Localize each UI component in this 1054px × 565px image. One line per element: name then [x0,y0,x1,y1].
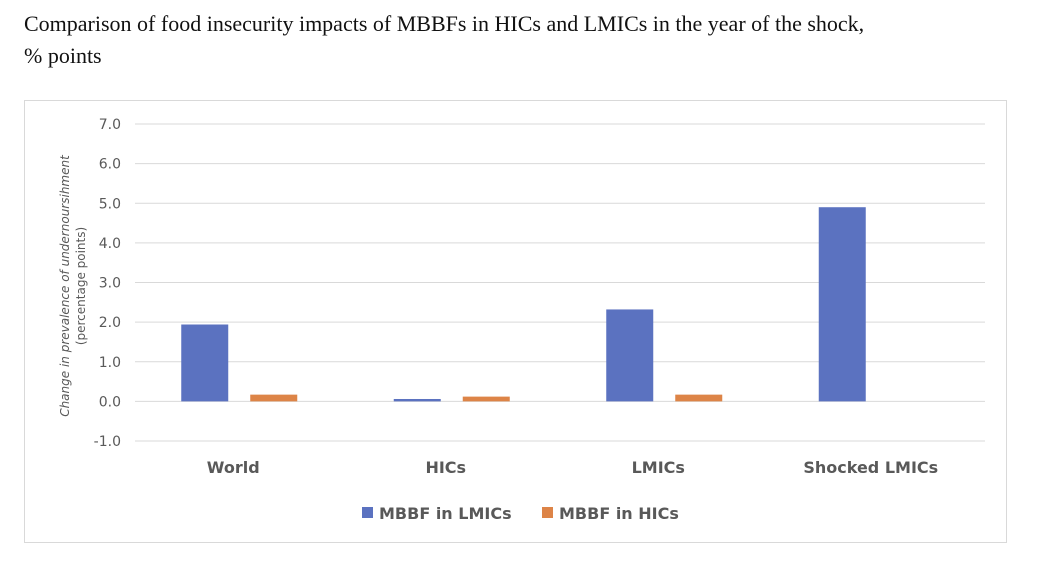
y-tick-label: 0.0 [99,394,121,410]
x-category-label: LMICs [632,458,685,477]
y-tick-label: 2.0 [99,315,121,331]
legend-label: MBBF in HICs [559,504,679,523]
bar-mbbf-in-hics [675,394,723,402]
y-axis-sublabel: (percentage points) [74,227,88,345]
x-category-label: World [207,458,260,477]
bar-mbbf-in-lmics [818,207,866,402]
bar-mbbf-in-lmics [181,324,229,402]
bar-chart: -1.0 0.0 1.0 2.0 3.0 4.0 5.0 6.0 7.0 World HICs LM… [58,117,985,523]
legend-swatch [542,507,553,518]
bar-mbbf-in-hics [250,394,298,402]
y-tick-label: 4.0 [99,236,121,252]
bars [181,207,866,402]
x-category-label: Shocked LMICs [803,458,938,477]
chart-title: Comparison of food insecurity impacts of… [24,8,1024,72]
x-category-label: HICs [425,458,466,477]
y-tick-label: 3.0 [99,276,121,292]
legend: MBBF in LMICs MBBF in HICs [362,504,679,523]
y-tick-label: 5.0 [99,196,121,212]
chart-area: -1.0 0.0 1.0 2.0 3.0 4.0 5.0 6.0 7.0 World HICs LM… [24,100,1007,543]
chart-title-line-2: % points [24,43,102,68]
x-axis-categories: World HICs LMICs Shocked LMICs [207,458,938,477]
legend-label: MBBF in LMICs [379,504,512,523]
bar-mbbf-in-lmics [393,398,441,402]
y-tick-label: -1.0 [94,434,121,450]
legend-swatch [362,507,373,518]
chart-title-line-1: Comparison of food insecurity impacts of… [24,11,865,36]
y-tick-label: 1.0 [99,355,121,371]
y-axis-ticks: -1.0 0.0 1.0 2.0 3.0 4.0 5.0 6.0 7.0 [94,117,121,450]
bar-mbbf-in-lmics [606,309,654,402]
y-axis-label: Change in prevalence of undernoursihment [58,154,72,417]
y-tick-label: 6.0 [99,157,121,173]
y-axis-title: Change in prevalence of undernoursihment… [58,154,88,417]
bar-mbbf-in-hics [462,396,510,402]
y-tick-label: 7.0 [99,117,121,133]
